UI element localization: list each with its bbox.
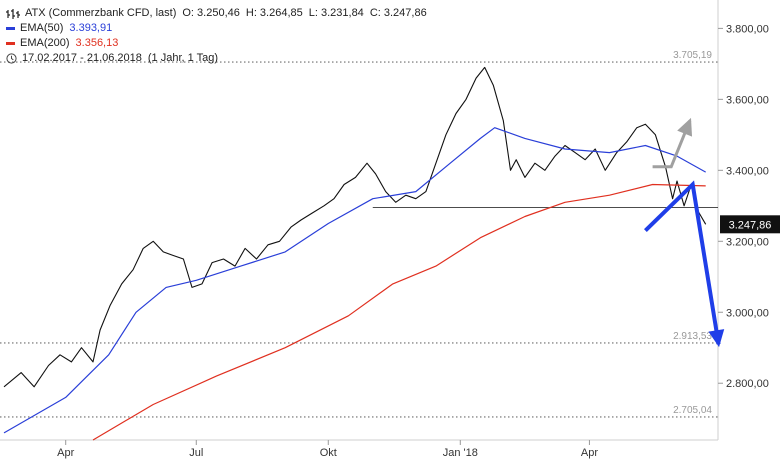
y-tick-label: 3.000,00 (726, 307, 769, 319)
x-tick-label: Apr (57, 447, 74, 459)
x-tick-label: Okt (320, 447, 337, 459)
legend-date-range: 17.02.2017 - 21.06.2018 (22, 52, 142, 64)
legend-row-ema200: EMA(200) 3.356,13 (6, 36, 427, 51)
legend-period: (1 Jahr, 1 Tag) (147, 52, 219, 64)
x-tick-label: Jul (189, 447, 203, 459)
legend-close: C: 3.247,86 (369, 7, 427, 19)
y-tick-label: 3.200,00 (726, 236, 769, 248)
legend-ema200-value: 3.356,13 (75, 37, 119, 49)
bearish-arrow-path (644, 180, 721, 345)
bullish-arrow-path (652, 120, 692, 169)
y-tick-label: 3.800,00 (726, 23, 769, 35)
legend-row-ema50: EMA(50) 3.393,91 (6, 21, 427, 36)
y-tick-label: 3.400,00 (726, 165, 769, 177)
y-tick-label: 2.800,00 (726, 378, 769, 390)
ema200-series-line (92, 183, 706, 441)
ema50-series-line (3, 127, 706, 434)
legend-row-instrument: ATX (Commerzbank CFD, last) O: 3.250,46 … (6, 6, 427, 21)
x-tick-label: Apr (581, 447, 598, 459)
x-tick-label: Jan '18 (443, 447, 478, 459)
legend-ema50-value: 3.393,91 (69, 22, 113, 34)
legend-low: L: 3.231,84 (308, 7, 364, 19)
ema200-swatch (6, 42, 15, 45)
y-tick-label: 3.600,00 (726, 94, 769, 106)
legend-high: H: 3.264,85 (245, 7, 303, 19)
legend-instrument: ATX (Commerzbank CFD, last) (25, 7, 177, 19)
current-price-label: 3.247,86 (729, 219, 772, 231)
chart-legend: ATX (Commerzbank CFD, last) O: 3.250,46 … (6, 6, 427, 66)
current-price-badge (720, 215, 780, 234)
legend-ema50-label: EMA(50) (20, 22, 64, 34)
price-series-line (3, 66, 707, 388)
reference-line-label: 2.913,53 (673, 331, 712, 342)
legend-ema200-label: EMA(200) (20, 37, 70, 49)
ema50-swatch (6, 27, 15, 30)
bearish-arrow-head (708, 329, 725, 348)
legend-open: O: 3.250,46 (182, 7, 240, 19)
clock-icon (6, 53, 17, 64)
reference-line-label: 2.705,04 (673, 405, 712, 416)
bullish-arrow-head (677, 117, 693, 137)
ohlc-bars-icon (6, 8, 20, 19)
reference-line-label: 3.705,19 (673, 50, 712, 61)
legend-row-range: 17.02.2017 - 21.06.2018 (1 Jahr, 1 Tag) (6, 51, 427, 66)
